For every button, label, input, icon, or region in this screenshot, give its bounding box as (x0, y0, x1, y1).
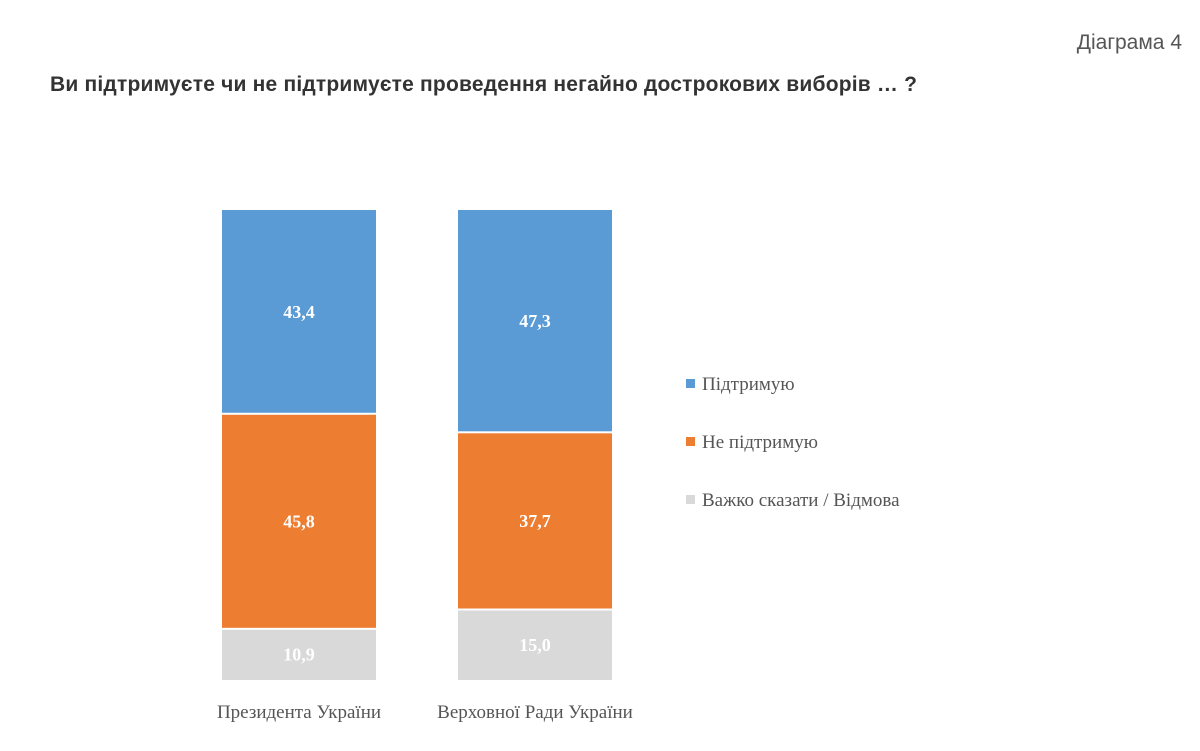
bar-segment-supported-2 (458, 210, 612, 432)
value-label-not-supported-2: 37,7 (519, 511, 551, 531)
value-label-not-supported-1: 45,8 (283, 511, 315, 531)
category-label-1: Президента України (217, 702, 381, 723)
legend: Підтримую Не підтримую Важко сказати / Від… (686, 374, 900, 511)
category-label-2: Верховної Ради України (437, 702, 633, 723)
chart-title: Ви підтримуєте чи не підтримуєте проведе… (50, 73, 918, 96)
bar-segment-not-supported-1 (222, 414, 376, 628)
category-axis-labels: Президента України Верховної Ради України (217, 702, 633, 723)
bar-segment-undecided-2 (458, 610, 612, 680)
legend-label-not-supported: Не підтримую (702, 432, 818, 453)
legend-swatch-undecided (686, 495, 695, 504)
legend-label-supported: Підтримую (702, 374, 795, 395)
bar-segment-not-supported-2 (458, 433, 612, 609)
bar-segment-supported-1 (222, 210, 376, 413)
value-label-undecided-2: 15,0 (519, 635, 551, 655)
value-label-supported-1: 43,4 (283, 302, 315, 322)
bars-layer (222, 210, 612, 680)
legend-swatch-supported (686, 379, 695, 388)
legend-label-undecided: Важко сказати / Відмова (702, 490, 900, 511)
diagram-number-label: Діаграма 4 (1076, 31, 1182, 54)
value-label-supported-2: 47,3 (519, 311, 551, 331)
legend-swatch-not-supported (686, 437, 695, 446)
bar-value-labels: 43,4 45,8 10,9 47,3 37,7 15,0 (283, 302, 551, 665)
bar-segment-undecided-1 (222, 629, 376, 680)
value-label-undecided-1: 10,9 (283, 644, 315, 664)
